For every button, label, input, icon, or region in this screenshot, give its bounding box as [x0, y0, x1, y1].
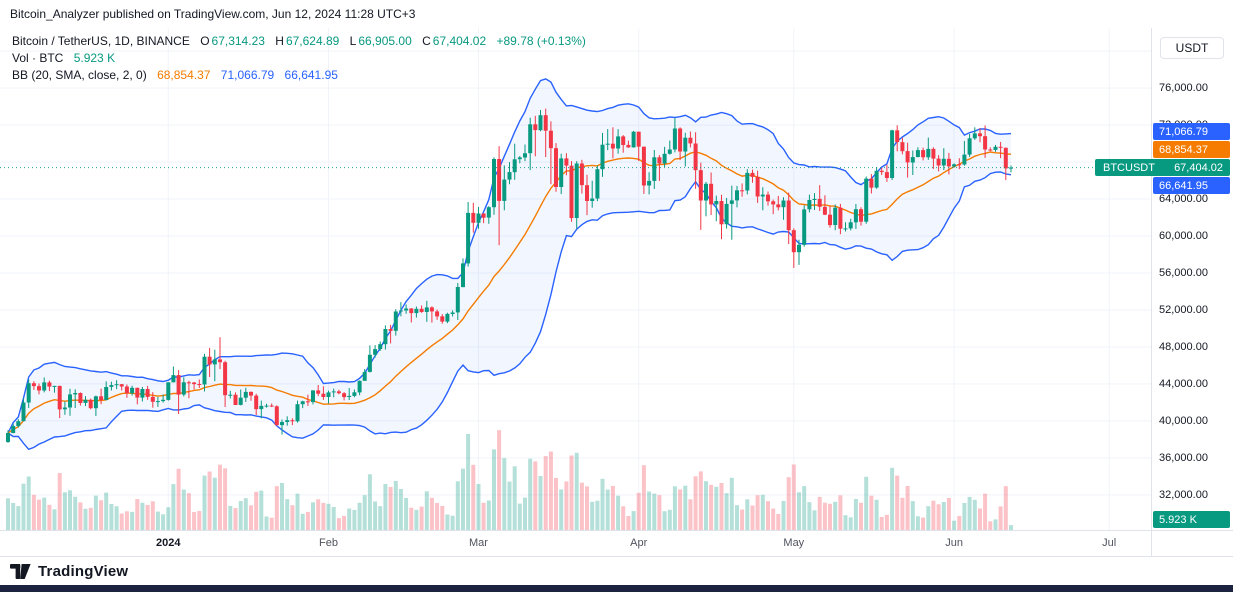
time-axis[interactable]: 2024 Feb Mar Apr May Jun Jul: [0, 531, 1151, 556]
price-tick-label: 32,000.00: [1159, 488, 1208, 501]
chart-area: Bitcoin / TetherUS, 1D, BINANCE O 67,314.…: [0, 28, 1151, 530]
time-axis-row: 2024 Feb Mar Apr May Jun Jul: [0, 530, 1233, 556]
legend-volume-row: Vol · BTC 5.923 K: [12, 50, 593, 67]
price-tick-label: 48,000.00: [1159, 341, 1208, 353]
bottom-accent-bar: [0, 585, 1233, 592]
volume-indicator-label[interactable]: Vol · BTC: [12, 51, 64, 65]
attribution-bar: Bitcoin_Analyzer published on TradingVie…: [0, 0, 1233, 28]
bb-lower-value: 66,641.95: [284, 68, 338, 82]
bb-indicator-label[interactable]: BB (20, SMA, close, 2, 0): [12, 68, 147, 82]
time-tick-label: 2024: [156, 537, 181, 549]
price-chart-canvas[interactable]: [0, 28, 1151, 530]
price-tick-label: 44,000.00: [1159, 377, 1208, 390]
bb-upper-value: 71,066.79: [220, 68, 275, 82]
time-tick-label: Mar: [469, 537, 488, 549]
attribution-text: Bitcoin_Analyzer published on TradingVie…: [10, 7, 416, 21]
volume-value: 5.923 K: [73, 51, 116, 65]
price-axis[interactable]: USDT 76,000.0072,000.0064,000.0060,000.0…: [1095, 28, 1233, 530]
price-tick-label: 52,000.00: [1159, 304, 1208, 316]
time-tick-label: May: [783, 537, 805, 549]
legend-bb-row: BB (20, SMA, close, 2, 0) 68,854.37 71,0…: [12, 67, 593, 84]
bb-upper-price-tag: 71,066.79: [1153, 123, 1230, 141]
time-axis-corner: [1151, 531, 1233, 556]
time-tick-label: Jul: [1102, 537, 1117, 549]
ohlc-open: O 67,314.23: [200, 34, 265, 48]
change-value: +89.78 (+0.13%): [496, 34, 586, 48]
footer-bar: TradingView: [0, 556, 1233, 585]
price-tick-label: 76,000.00: [1159, 82, 1208, 95]
symbol-tag-name: BTCUSDT: [1103, 161, 1155, 174]
tradingview-brand[interactable]: TradingView: [38, 562, 129, 580]
currency-toggle-button[interactable]: USDT: [1160, 37, 1224, 59]
time-tick-label: Feb: [319, 537, 338, 549]
time-tick-label: Jun: [945, 537, 963, 549]
price-tick-label: 40,000.00: [1159, 414, 1208, 427]
time-tick-label: Apr: [630, 537, 648, 549]
bb-basis-value: 68,854.37: [157, 68, 211, 82]
price-tick-label: 60,000.00: [1159, 230, 1208, 242]
price-tick-label: 56,000.00: [1159, 267, 1208, 279]
bb-lower-price-tag: 66,641.95: [1153, 177, 1230, 195]
legend-symbol-row: Bitcoin / TetherUS, 1D, BINANCE O 67,314.…: [12, 33, 593, 50]
symbol-title[interactable]: Bitcoin / TetherUS, 1D, BINANCE: [12, 34, 190, 48]
tradingview-logo-icon: [10, 563, 31, 579]
ohlc-close: C 67,404.02: [422, 34, 487, 48]
symbol-tag-price: 67,404.02: [1174, 161, 1223, 174]
ohlc-low: L 66,905.00: [349, 34, 412, 48]
price-tick-label: 64,000.00: [1159, 193, 1208, 205]
bb-basis-price-tag: 68,854.37: [1153, 141, 1230, 159]
ohlc-high: H 67,624.89: [275, 34, 340, 48]
last-price-price-tag: BTCUSDT 67,404.02: [1095, 159, 1230, 177]
volume-price-tag: 5.923 K: [1153, 511, 1230, 528]
price-tick-label: 36,000.00: [1159, 451, 1208, 464]
chart-region: Bitcoin / TetherUS, 1D, BINANCE O 67,314.…: [0, 28, 1233, 556]
chart-legend: Bitcoin / TetherUS, 1D, BINANCE O 67,314.…: [12, 33, 593, 84]
